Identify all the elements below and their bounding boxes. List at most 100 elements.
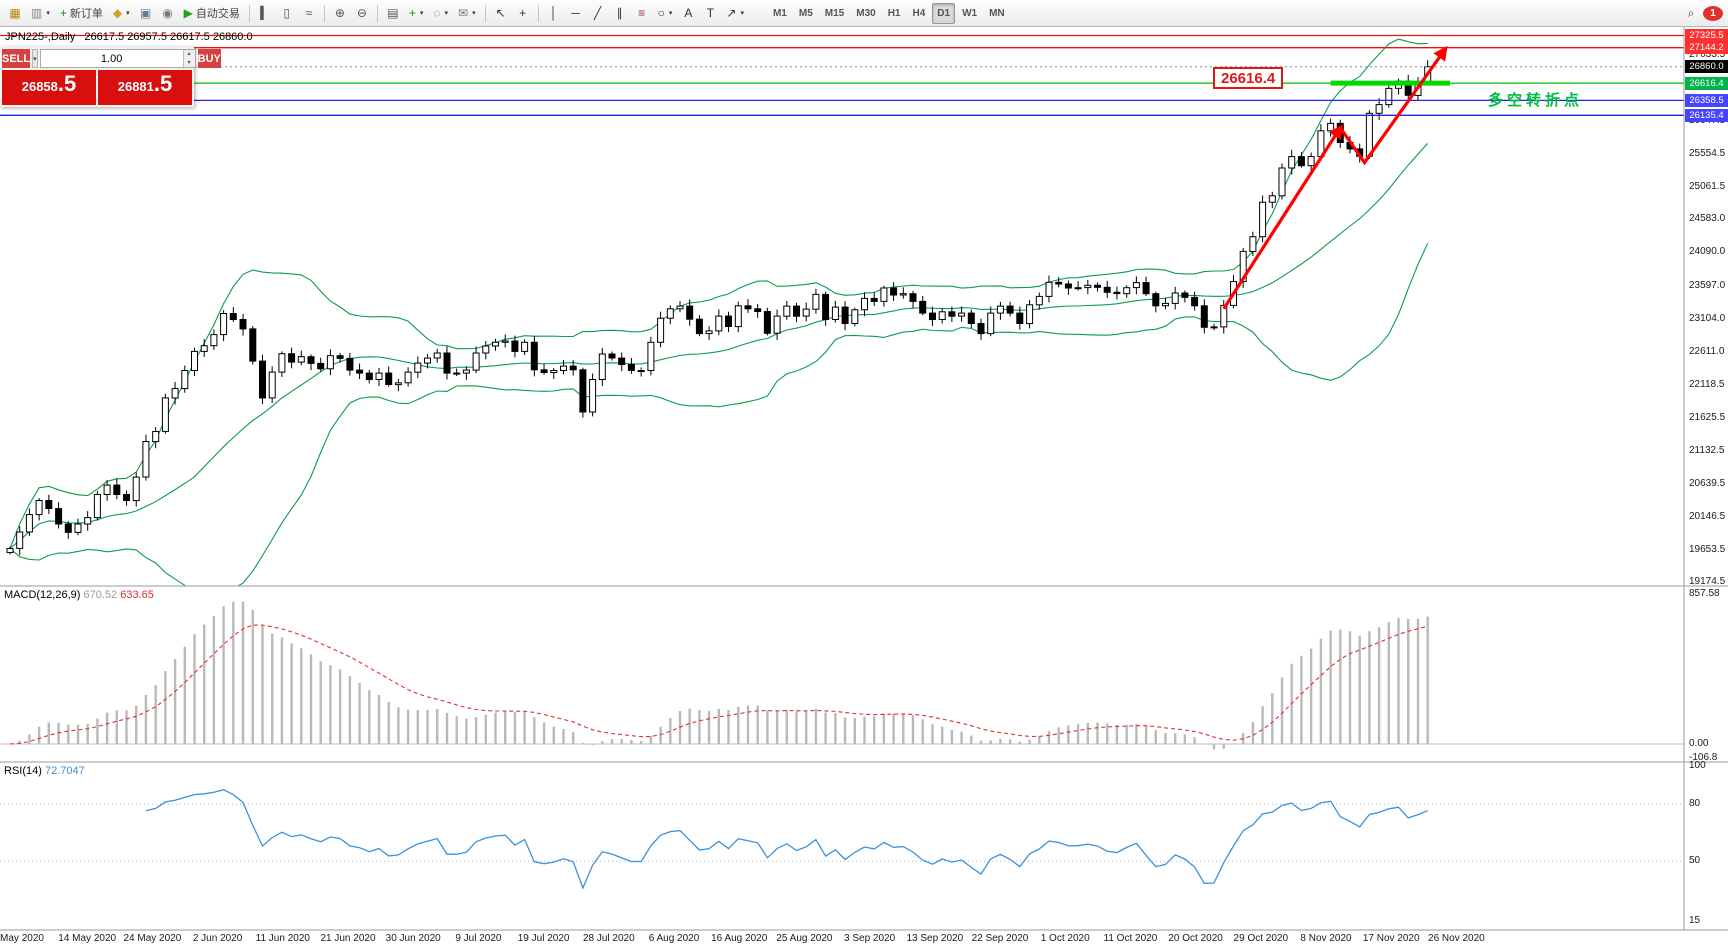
- tile-windows[interactable]: ▤: [383, 3, 403, 24]
- date-label: 3 Sep 2020: [844, 933, 896, 944]
- price-tag-26135.4[interactable]: 26135.4: [1685, 108, 1728, 122]
- profiles[interactable]: ▥ ▾: [27, 3, 54, 24]
- zoom-out[interactable]: ⊖: [352, 3, 372, 24]
- tf-m30[interactable]: M30: [851, 3, 880, 24]
- add-indicator[interactable]: + ▾: [405, 3, 428, 24]
- price-scale-label: 23597.0: [1689, 279, 1726, 291]
- price-tag-26358.5[interactable]: 26358.5: [1685, 93, 1728, 107]
- shapes-tool[interactable]: ○ ▾: [654, 3, 677, 24]
- autotrading[interactable]: ▶ 自动交易: [180, 3, 244, 24]
- cursor-tool[interactable]: ↖: [491, 3, 511, 24]
- tf-mn-label: MN: [989, 7, 1005, 19]
- trend-arrow-1[interactable]: [1222, 124, 1343, 310]
- order-type-dropdown[interactable]: ▾: [32, 49, 38, 68]
- date-label: May 2020: [0, 933, 44, 944]
- price-scale-label: 24090.0: [1689, 246, 1726, 258]
- crosshair-tool[interactable]: +: [513, 3, 533, 24]
- tf-m1-label: M1: [772, 7, 787, 19]
- buy-price[interactable]: 26881.5: [98, 70, 192, 105]
- trendline-tool[interactable]: ╱: [588, 3, 608, 24]
- tf-m15[interactable]: M15: [820, 3, 849, 24]
- price-scale-label: 22118.5: [1689, 378, 1725, 390]
- tf-m5[interactable]: M5: [794, 3, 818, 24]
- date-label: 21 Jun 2020: [320, 933, 376, 944]
- tf-h1[interactable]: H1: [883, 3, 906, 24]
- fibonacci-tool-icon: ≡: [638, 6, 646, 20]
- toolbar-separator: [484, 4, 486, 22]
- chart-ohlc: 26617.5 26957.5 26617.5 26860.0: [84, 31, 253, 43]
- navigator[interactable]: ◉: [158, 3, 178, 24]
- turning-point-note[interactable]: 多空转折点: [1488, 92, 1584, 109]
- tf-d1[interactable]: D1: [932, 2, 956, 24]
- refresh-data[interactable]: ◌ ▾: [429, 3, 452, 24]
- tf-mn[interactable]: MN: [984, 3, 1010, 24]
- horizontal-line-tool-icon: ─: [571, 6, 580, 20]
- vertical-line-tool[interactable]: │: [544, 3, 564, 24]
- buy-price-frac: .5: [153, 71, 173, 96]
- price-scale-label: 19174.5: [1689, 576, 1726, 588]
- date-label: 30 Jun 2020: [385, 933, 441, 944]
- line-chart-mode[interactable]: ≈: [299, 3, 319, 24]
- tf-m1[interactable]: M1: [768, 3, 792, 24]
- chart-canvas[interactable]: [0, 27, 1728, 947]
- date-label: 11 Oct 2020: [1103, 933, 1158, 944]
- macd-main-value: 670.52: [83, 589, 118, 601]
- macd-scale-label: 857.58: [1689, 588, 1720, 599]
- text-tool[interactable]: A: [678, 3, 698, 24]
- volume-input[interactable]: [40, 50, 183, 67]
- price-scale-label: 22611.0: [1689, 345, 1725, 357]
- market-watch-icon: ▣: [139, 6, 152, 20]
- tf-w1[interactable]: W1: [957, 3, 982, 24]
- price-tag-27144.2[interactable]: 27144.2: [1685, 41, 1728, 55]
- indicator-list-icon: ◆: [112, 6, 123, 20]
- volume-up-button[interactable]: ▴: [183, 50, 195, 59]
- new-order-label: 新订单: [69, 8, 103, 20]
- date-label: 1 Oct 2020: [1040, 933, 1090, 944]
- buy-button[interactable]: BUY: [197, 49, 221, 68]
- alerts-icon: ✉: [458, 6, 469, 20]
- trend-arrow-2[interactable]: [1338, 45, 1448, 166]
- horizontal-line-tool[interactable]: ─: [566, 3, 586, 24]
- profiles-icon: ▥: [31, 6, 43, 20]
- tf-h4-label: H4: [912, 7, 926, 19]
- text-tool-icon: A: [684, 6, 693, 20]
- date-label: 29 Oct 2020: [1233, 933, 1289, 944]
- macd-scale-label: 0.00: [1689, 738, 1709, 749]
- date-label: 20 Oct 2020: [1168, 933, 1223, 944]
- add-indicator-icon: +: [408, 6, 416, 20]
- sell-price[interactable]: 26858.5: [2, 70, 96, 105]
- new-chart[interactable]: ▦: [5, 3, 25, 24]
- price-scale-label: 24583.0: [1689, 213, 1726, 225]
- indicator-list[interactable]: ◆ ▾: [109, 3, 134, 24]
- date-label: 13 Sep 2020: [906, 933, 964, 944]
- date-label: 24 May 2020: [123, 933, 182, 944]
- market-watch[interactable]: ▣: [136, 3, 156, 24]
- alerts[interactable]: ✉ ▾: [454, 3, 480, 24]
- fibonacci-tool[interactable]: ≡: [632, 3, 652, 24]
- price-tag-27325.5[interactable]: 27325.5: [1685, 29, 1728, 42]
- price-scale-label: 20146.5: [1689, 510, 1726, 522]
- bollinger-middle-band: [9, 143, 1429, 549]
- candlestick-mode-icon: ▯: [283, 6, 291, 20]
- price-tag-26616.4[interactable]: 26616.4: [1685, 76, 1728, 90]
- shapes-tool-dropdown-icon: ▾: [668, 10, 673, 17]
- sell-button[interactable]: SELL: [2, 49, 31, 68]
- channel-tool[interactable]: ∥: [610, 3, 630, 24]
- candlestick-mode[interactable]: ▯: [277, 3, 297, 24]
- new-chart-icon: ▦: [9, 6, 21, 20]
- search[interactable]: ⌕: [1681, 3, 1701, 24]
- arrows-tool-dropdown-icon: ▾: [740, 10, 744, 17]
- price-scale-label: 23104.0: [1689, 312, 1726, 324]
- label-tool[interactable]: T: [700, 3, 720, 24]
- tf-h4[interactable]: H4: [907, 3, 930, 24]
- new-order[interactable]: + 新订单: [56, 3, 107, 24]
- volume-down-button[interactable]: ▾: [183, 58, 195, 67]
- label-tool-icon: T: [706, 6, 715, 20]
- zoom-in[interactable]: ⊕: [330, 3, 350, 24]
- arrows-tool[interactable]: ↗ ▾: [722, 3, 748, 24]
- bar-chart-mode[interactable]: ▍: [255, 3, 275, 24]
- autotrading-icon: ▶: [183, 6, 193, 20]
- buy-price-main: 26881: [117, 79, 154, 94]
- price-level-annotation[interactable]: 26616.4: [1213, 67, 1284, 89]
- notifications-badge[interactable]: 1: [1703, 5, 1723, 21]
